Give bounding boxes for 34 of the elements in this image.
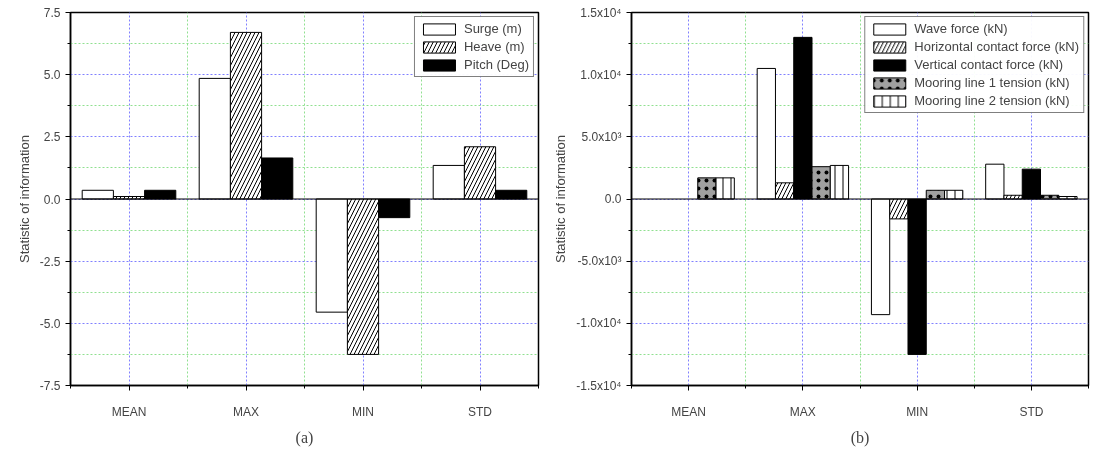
- y-axis-title: Statistic of information: [553, 135, 569, 263]
- legend-label: Wave force (kN): [914, 21, 1008, 36]
- y-tick-label: -1.0x10⁴: [576, 316, 622, 331]
- legend-label: Pitch (Deg): [463, 57, 529, 72]
- y-tick-label: 1.0x10⁴: [580, 67, 622, 82]
- legend-label: Surge (m): [463, 21, 522, 36]
- x-tick-label: MEAN: [111, 404, 147, 419]
- y-axis-title: Statistic of information: [16, 135, 32, 263]
- x-tick-label: MAX: [789, 404, 816, 419]
- x-tick-label: MIN: [352, 404, 374, 419]
- legend-label: Heave (m): [463, 39, 525, 54]
- y-tick-label: 0.0: [604, 192, 622, 206]
- y-tick-label: 7.5: [43, 6, 61, 20]
- y-tick-label: -5.0: [39, 316, 61, 331]
- legend-label: Mooring line 2 tension (kN): [914, 93, 1070, 108]
- y-tick-label: -2.5: [39, 254, 61, 269]
- y-tick-label: 2.5: [43, 130, 61, 145]
- x-tick-label: STD: [1019, 404, 1044, 419]
- legend-label: Vertical contact force (kN): [914, 57, 1064, 72]
- y-tick-label: -5.0x10³: [577, 254, 622, 269]
- x-tick-label: MEAN: [671, 404, 706, 419]
- legend-label: Mooring line 1 tension (kN): [914, 75, 1070, 90]
- text: (a): [295, 428, 314, 447]
- x-tick-label: MIN: [906, 404, 929, 419]
- y-tick-label: 0.0: [43, 192, 61, 207]
- x-tick-label: STD: [468, 404, 493, 419]
- y-tick-label: 1.5x10⁴: [580, 5, 622, 20]
- text: (b): [850, 428, 870, 447]
- y-tick-label: -7.5: [39, 379, 61, 393]
- y-tick-label: 5.0: [43, 68, 61, 83]
- x-tick-label: MAX: [233, 404, 260, 419]
- y-tick-label: -1.5x10⁴: [576, 378, 622, 393]
- y-tick-label: 5.0x10³: [581, 129, 622, 144]
- legend-label: Horizontal contact force (kN): [914, 39, 1079, 54]
